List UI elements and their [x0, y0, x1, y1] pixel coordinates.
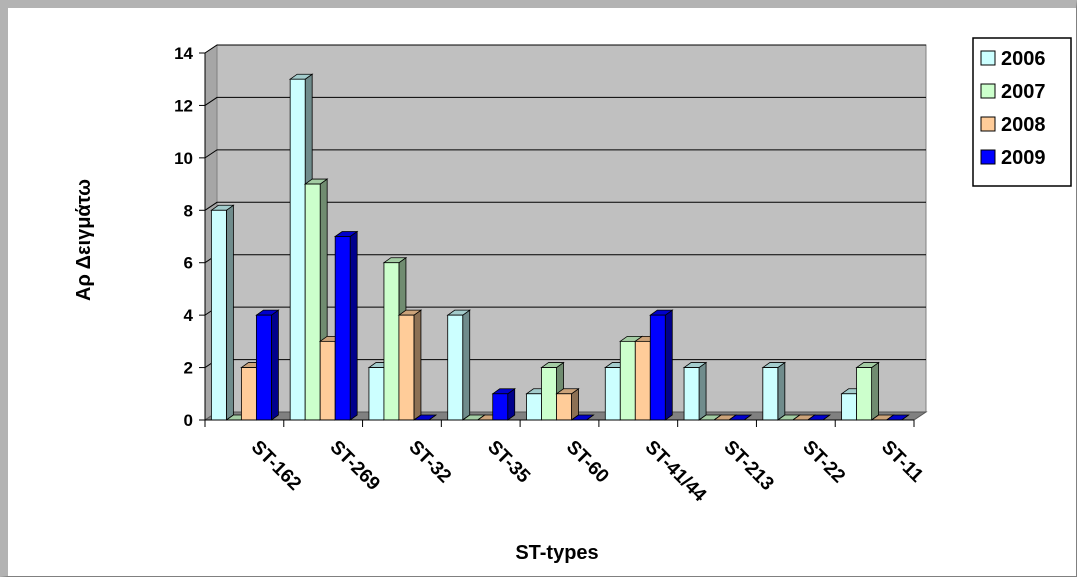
x-tick-label: ST-32 — [404, 437, 455, 488]
bar — [210, 204, 235, 421]
bar-front — [541, 367, 557, 421]
bar-side — [871, 361, 880, 421]
bar-front — [556, 393, 572, 421]
x-tick-label: ST-213 — [720, 437, 778, 495]
legend-label: 2007 — [1001, 81, 1046, 103]
bar-front — [255, 314, 272, 421]
bar-front — [240, 367, 257, 421]
bar — [255, 309, 280, 421]
bar-front — [526, 393, 542, 421]
chart-svg: 0 2 4 6 8 10 12 14 ST-162 ST-269 ST-32 ST-35 ST-60 ST… — [73, 37, 1072, 564]
gridline — [204, 96, 926, 106]
bar-side — [413, 309, 422, 421]
y-tick-label: 2 — [184, 359, 193, 378]
y-tick-label: 12 — [174, 96, 193, 115]
x-axis-title: ST-types — [515, 542, 598, 564]
x-tick-label: ST-22 — [798, 437, 849, 488]
legend-label: 2008 — [1001, 114, 1046, 136]
x-tick-label: ST-269 — [326, 437, 384, 495]
bar-front — [304, 183, 321, 421]
bar-front — [334, 236, 351, 421]
x-tick-label: ST-11 — [877, 437, 927, 487]
bar — [855, 361, 880, 421]
y-tick-label: 6 — [184, 254, 193, 273]
bar — [682, 361, 708, 421]
legend-label: 2009 — [1001, 147, 1046, 169]
x-tick-label: ST-41/44 — [641, 437, 711, 507]
legend: 2006 2007 2008 2009 — [972, 37, 1072, 187]
bar — [761, 361, 787, 421]
bar-front — [368, 367, 385, 421]
y-tick-label: 0 — [184, 411, 193, 430]
x-tick-label: ST-60 — [562, 437, 613, 488]
legend-swatch — [980, 50, 996, 66]
bar-front — [683, 367, 700, 421]
bar-front — [604, 367, 621, 421]
bar-side — [777, 361, 786, 421]
legend-swatch — [980, 149, 996, 165]
bar-side — [664, 309, 673, 421]
bar-side — [349, 230, 358, 421]
bar-front — [398, 314, 415, 421]
bar-front — [841, 393, 858, 421]
bar-front — [319, 340, 336, 421]
y-tick-label: 8 — [184, 201, 193, 220]
bar — [555, 388, 580, 421]
bar-front — [289, 78, 306, 421]
bar-front — [619, 340, 636, 421]
bar-front — [210, 209, 227, 421]
bar — [491, 388, 516, 421]
bar-front — [492, 393, 509, 421]
y-axis-title: Αρ Δειγμάτω — [73, 179, 95, 301]
bar-side — [225, 204, 234, 421]
bar — [412, 414, 438, 421]
gridline — [204, 201, 926, 211]
gridline — [204, 149, 926, 159]
y-tick-label: 14 — [174, 44, 193, 63]
y-tick-label: 4 — [184, 306, 194, 325]
bar-side — [462, 309, 471, 421]
x-tick-label: ST-162 — [247, 437, 305, 495]
bar-front — [762, 367, 779, 421]
bar-side — [270, 309, 279, 421]
legend-label: 2006 — [1001, 48, 1046, 70]
bar-side — [698, 361, 707, 421]
legend-swatch — [980, 116, 996, 132]
bar — [397, 309, 423, 421]
y-tick-label: 10 — [174, 149, 193, 168]
legend-swatch — [980, 83, 996, 99]
x-tick-label: ST-35 — [483, 437, 534, 488]
bar — [649, 309, 674, 421]
bar-front — [856, 367, 873, 421]
bar-front — [649, 314, 666, 421]
bar — [333, 230, 359, 421]
gridline — [204, 44, 926, 54]
bar-front — [447, 314, 464, 421]
bar-front — [383, 262, 400, 421]
bar — [446, 309, 471, 421]
bar-front — [634, 340, 651, 421]
